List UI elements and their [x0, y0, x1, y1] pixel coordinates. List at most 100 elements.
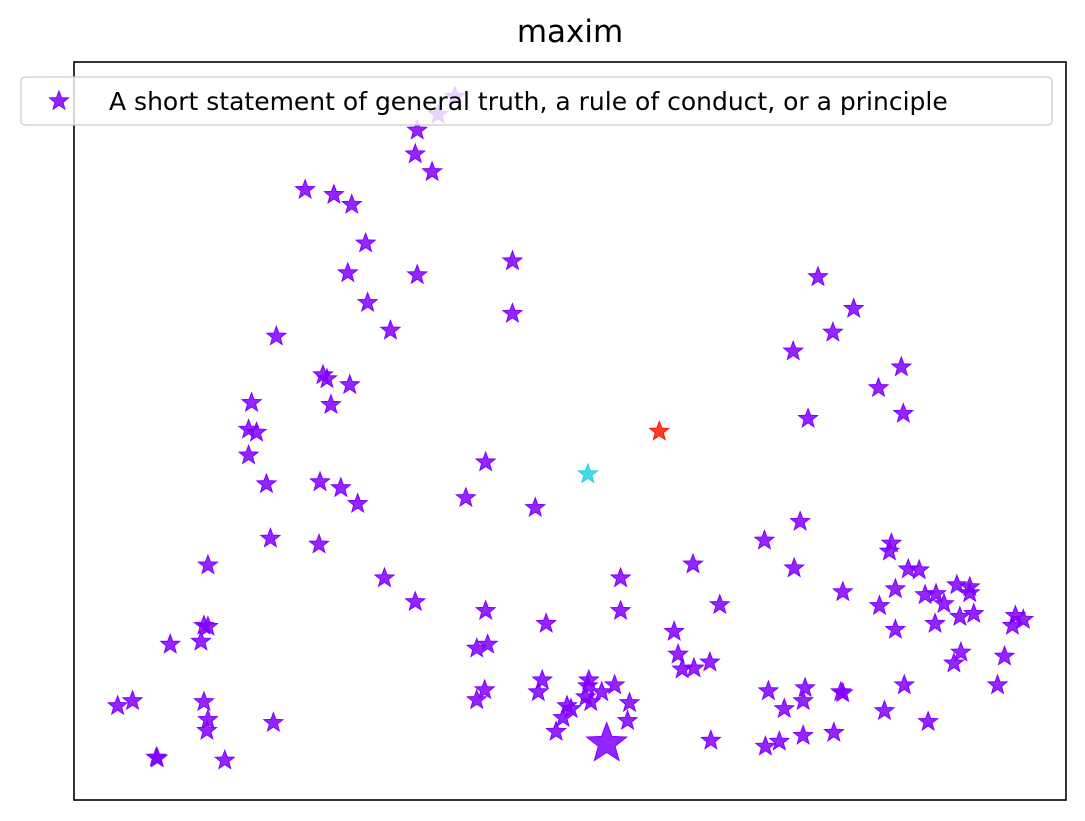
data-point — [193, 690, 215, 712]
data-point — [590, 680, 613, 702]
data-point — [867, 376, 890, 398]
data-point — [789, 510, 812, 531]
data-point — [933, 592, 955, 614]
data-point — [262, 711, 285, 732]
data-point — [106, 694, 129, 716]
data-point — [531, 668, 554, 690]
data-point — [794, 676, 816, 698]
data-point — [792, 689, 814, 711]
data-point — [699, 650, 721, 672]
data-point — [892, 402, 915, 423]
data-point — [545, 720, 567, 741]
data-point — [379, 319, 402, 340]
data-point — [527, 680, 550, 702]
data-point — [406, 263, 429, 285]
data-point — [354, 231, 377, 253]
data-point — [603, 673, 626, 695]
data-point — [197, 553, 219, 575]
data-point — [240, 391, 263, 413]
data-point — [831, 681, 854, 703]
data-point — [255, 472, 278, 494]
data-point — [213, 748, 236, 770]
data-point — [609, 599, 632, 621]
data-point — [917, 710, 939, 731]
data-point — [943, 651, 965, 673]
data-point — [259, 527, 282, 548]
data-point — [753, 529, 776, 550]
data-point — [682, 552, 704, 574]
data-point — [884, 577, 907, 599]
data-point — [576, 462, 599, 484]
data-point — [336, 261, 359, 283]
data-point — [962, 602, 985, 624]
data-point — [552, 706, 574, 728]
data-point — [501, 249, 524, 271]
data-point — [958, 581, 981, 603]
data-point — [465, 688, 488, 710]
data-point — [346, 492, 369, 514]
data-point — [773, 697, 796, 719]
data-point — [308, 532, 330, 554]
data-point — [986, 673, 1009, 695]
data-point — [792, 724, 814, 745]
data-point — [831, 580, 854, 602]
data-point — [925, 582, 947, 604]
data-point — [294, 178, 317, 200]
data-point — [868, 594, 891, 616]
data-point — [524, 496, 547, 518]
data-point — [757, 679, 780, 701]
data-point — [237, 443, 260, 465]
data-point — [421, 160, 443, 182]
data-point — [807, 265, 829, 287]
data-point — [949, 640, 972, 662]
data-point — [190, 630, 212, 651]
data-point — [356, 291, 379, 312]
data-point — [683, 656, 705, 678]
data-point — [783, 556, 806, 578]
data-point — [823, 721, 845, 742]
data-point — [309, 470, 331, 492]
data-point — [159, 633, 182, 654]
data-point — [768, 730, 791, 751]
data-point — [535, 612, 558, 633]
data-point — [576, 674, 599, 696]
data-point — [193, 614, 215, 635]
data-point — [121, 689, 144, 711]
data-point — [842, 297, 865, 318]
data-point — [454, 486, 477, 508]
data-point — [265, 324, 288, 346]
data-point — [822, 321, 844, 342]
data-point — [474, 599, 497, 621]
data-point — [880, 532, 903, 553]
data-point — [373, 566, 396, 588]
data-point — [924, 612, 946, 633]
data-point — [663, 620, 686, 641]
data-point — [708, 593, 731, 615]
legend-label: A short statement of general truth, a ru… — [109, 87, 948, 116]
data-point — [556, 694, 578, 716]
chart-title: maxim — [516, 14, 624, 50]
data-point — [948, 605, 971, 626]
data-point — [993, 644, 1016, 666]
plot-frame — [73, 61, 1067, 801]
data-point — [340, 193, 363, 214]
data-point — [465, 637, 488, 658]
data-point — [406, 118, 429, 140]
data-point — [648, 420, 671, 441]
data-point — [667, 642, 689, 664]
legend: A short statement of general truth, a ru… — [20, 76, 1053, 126]
data-point — [476, 633, 499, 654]
data-point — [946, 573, 968, 595]
data-point — [782, 339, 805, 361]
legend-box — [20, 76, 1053, 126]
data-point-large — [585, 721, 629, 762]
data-point — [329, 476, 352, 498]
data-point — [1001, 614, 1024, 635]
data-point — [404, 142, 427, 164]
data-point — [616, 709, 639, 730]
data-point — [797, 407, 819, 428]
data-point — [873, 699, 896, 721]
data-point — [197, 708, 219, 730]
legend-star-marker — [48, 89, 70, 111]
